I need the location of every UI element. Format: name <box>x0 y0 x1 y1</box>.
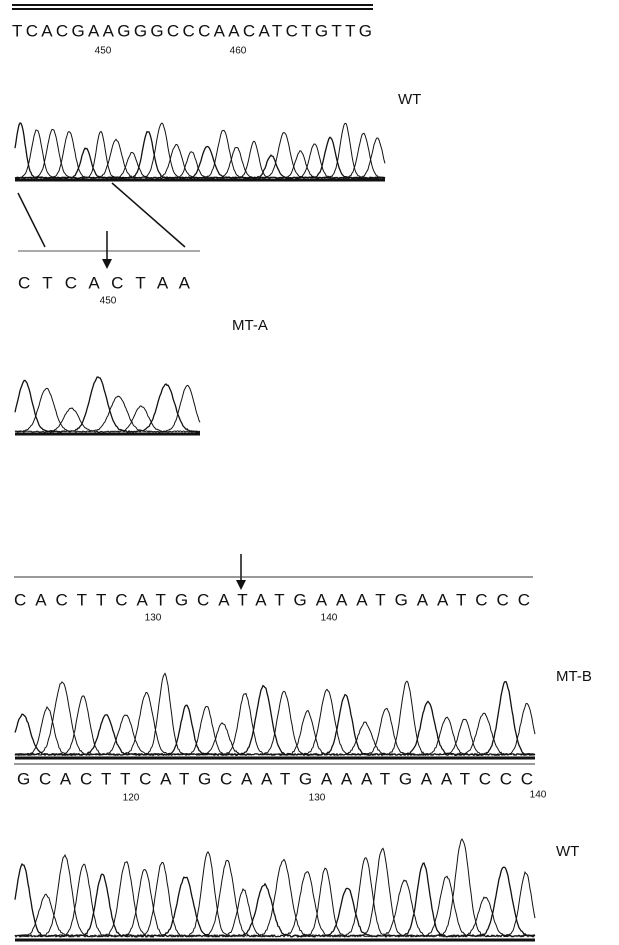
position: 130 <box>309 793 326 804</box>
label: MT-B <box>556 668 592 685</box>
position: 140 <box>530 790 547 801</box>
position: 130 <box>145 613 162 624</box>
trace <box>15 682 535 756</box>
arrow-head <box>236 580 246 590</box>
position: 450 <box>100 296 117 307</box>
sequence: TCACGAAGGGCCCAACATCTGTTG <box>12 21 372 40</box>
trace <box>15 863 535 937</box>
trace <box>15 839 535 937</box>
chromatogram <box>15 839 535 940</box>
zoom-line <box>112 183 185 247</box>
trace <box>15 377 200 432</box>
trace <box>15 385 200 432</box>
label: MT-A <box>232 317 268 334</box>
figure: TCACGAAGGGCCCAACATCTGTTG 450 460 WT C T … <box>0 0 619 945</box>
position: 450 <box>95 46 112 57</box>
trace <box>15 123 385 178</box>
position: 460 <box>230 46 247 57</box>
trace <box>15 862 535 937</box>
trace <box>15 682 535 755</box>
arrow-head <box>102 259 112 269</box>
trace <box>15 691 535 755</box>
chromatogram <box>15 123 385 180</box>
position: 140 <box>321 613 338 624</box>
zoom-line <box>18 193 45 247</box>
chromatogram <box>15 377 200 434</box>
trace <box>15 123 385 178</box>
label: WT <box>398 91 421 108</box>
position: 120 <box>123 793 140 804</box>
sequence: CACTTCATGCATATGAAATGAATCCC <box>14 590 530 609</box>
label: WT <box>556 843 579 860</box>
trace <box>15 673 535 755</box>
sequence: C T C A C T A A <box>18 273 191 292</box>
sequence: GCACTTCATGCAATGAAATGAATCCC <box>17 769 533 788</box>
chromatogram <box>15 673 535 758</box>
